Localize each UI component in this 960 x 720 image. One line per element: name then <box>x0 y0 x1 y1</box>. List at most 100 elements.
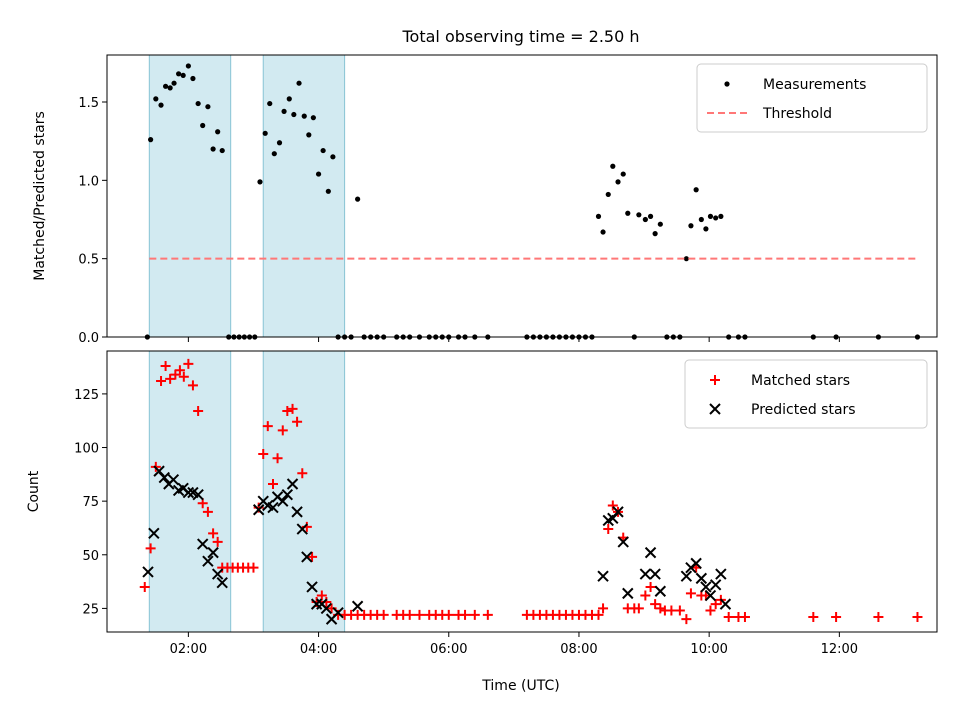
data-point <box>205 104 211 110</box>
data-point <box>705 605 716 616</box>
x-axis-label: Time (UTC) <box>481 678 559 694</box>
data-point <box>296 80 302 86</box>
data-point <box>276 140 283 146</box>
data-point <box>654 585 667 597</box>
data-point <box>351 600 364 612</box>
data-point <box>378 609 389 620</box>
y-tick-label: 1.0 <box>78 174 99 189</box>
data-point <box>690 557 702 570</box>
data-point <box>620 171 626 177</box>
series-layer <box>144 63 921 340</box>
data-point <box>267 501 279 514</box>
data-point <box>600 229 606 235</box>
data-point <box>158 102 164 108</box>
data-point <box>296 523 309 535</box>
data-point <box>306 132 312 138</box>
y-axis-label: Matched/Predicted stars <box>32 111 48 281</box>
data-point <box>183 358 194 369</box>
data-point <box>715 568 727 580</box>
legend-marker <box>709 403 721 415</box>
data-point <box>325 188 331 194</box>
data-point <box>145 543 156 554</box>
series-layer <box>139 358 923 625</box>
data-point <box>652 231 658 237</box>
data-point <box>719 598 732 610</box>
data-point <box>640 590 651 601</box>
data-point <box>332 606 344 619</box>
data-point <box>645 581 656 592</box>
data-point <box>287 403 298 414</box>
x-tick-label: 12:00 <box>821 642 858 657</box>
data-point <box>219 147 225 154</box>
data-point <box>595 213 602 219</box>
data-point <box>469 609 480 620</box>
axes-frame <box>106 54 938 338</box>
legend: Matched stars Predicted stars <box>684 359 928 429</box>
data-point <box>310 115 316 121</box>
data-point <box>597 570 609 582</box>
y-tick-label: 1.5 <box>78 96 99 111</box>
legend-marker <box>724 81 730 87</box>
data-point <box>180 72 186 78</box>
data-point <box>713 215 719 221</box>
data-point <box>414 609 425 620</box>
data-point <box>674 605 685 616</box>
data-point <box>443 609 454 620</box>
data-point <box>685 588 696 599</box>
data-point <box>195 100 201 107</box>
data-point <box>167 473 180 486</box>
data-point <box>310 598 323 610</box>
data-point <box>171 80 177 86</box>
data-point <box>160 361 171 372</box>
top-panel: 0.0 0.5 1.0 1.5 Matched/Predicted stars Measu… <box>32 54 938 346</box>
data-point <box>301 551 313 563</box>
legend-marker <box>710 375 720 385</box>
data-point <box>282 406 293 417</box>
data-point <box>142 566 154 578</box>
data-point <box>196 538 209 550</box>
data-point <box>286 478 299 490</box>
y-tick-label: 0.0 <box>78 331 99 346</box>
data-point <box>655 603 666 614</box>
data-point <box>167 85 173 91</box>
legend-label: Measurements <box>763 77 866 93</box>
data-point <box>286 96 292 102</box>
y-tick-label: 50 <box>82 549 99 564</box>
data-point <box>695 572 708 585</box>
data-point <box>158 471 170 484</box>
legend: Measurements Threshold <box>696 63 928 133</box>
data-point <box>210 146 216 152</box>
data-point <box>605 191 611 198</box>
data-point <box>603 524 614 535</box>
data-point <box>739 611 750 622</box>
data-point <box>272 453 283 464</box>
data-point <box>723 611 734 622</box>
data-point <box>320 147 326 154</box>
data-point <box>281 108 287 114</box>
data-point <box>666 605 677 616</box>
data-point <box>277 495 289 507</box>
data-point <box>268 478 278 489</box>
data-point <box>271 151 277 157</box>
shaded-interval <box>262 54 346 338</box>
data-point <box>262 130 268 136</box>
data-point <box>831 611 842 622</box>
data-point <box>185 63 191 69</box>
data-point <box>607 500 618 511</box>
data-point <box>598 603 609 614</box>
data-point <box>208 528 219 539</box>
data-point <box>176 71 182 77</box>
data-point <box>482 609 493 620</box>
data-point <box>709 579 722 591</box>
y-tick-label: 25 <box>82 602 99 617</box>
data-point <box>277 425 288 436</box>
data-point <box>178 371 189 382</box>
x-tick-label: 08:00 <box>560 642 597 657</box>
shaded-interval <box>148 54 232 338</box>
y-axis-label: Count <box>26 470 42 512</box>
x-tick-label: 10:00 <box>690 642 727 657</box>
x-tick-label: 04:00 <box>300 642 337 657</box>
legend-box <box>684 359 928 429</box>
data-point <box>190 75 196 82</box>
